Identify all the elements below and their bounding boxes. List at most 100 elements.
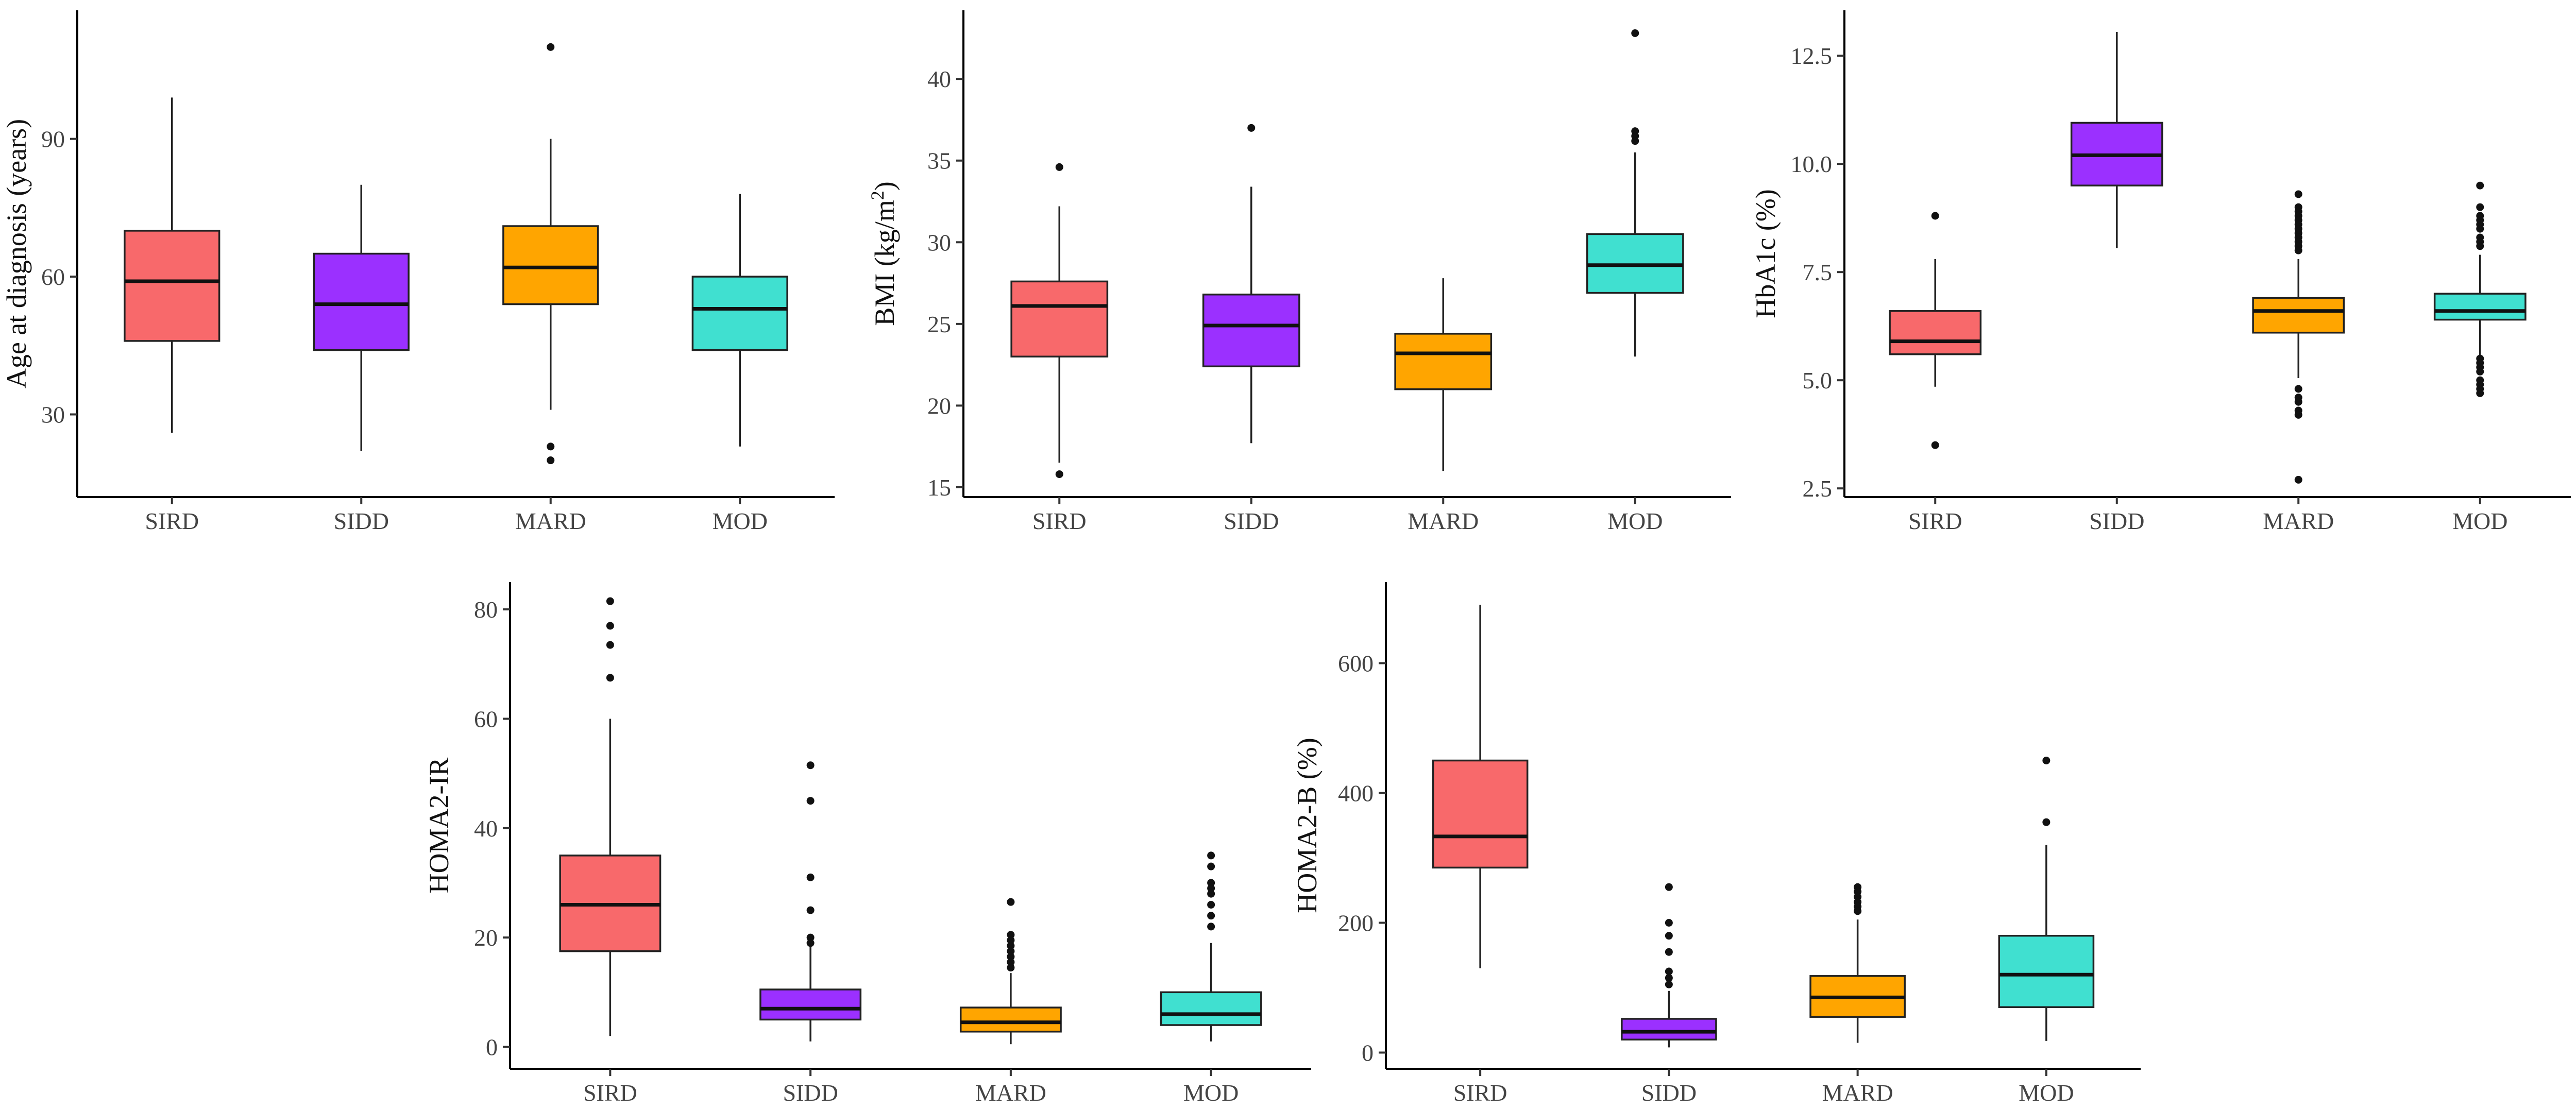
x-tick-label: SIDD: [783, 1080, 838, 1106]
x-tick-label: SIDD: [1641, 1080, 1697, 1106]
box-iqr: [1998, 934, 2095, 1009]
box-mard: [1394, 278, 1493, 471]
box-mod: [1586, 29, 1684, 357]
outlier-point: [2476, 389, 2484, 397]
y-tick-label: 90: [41, 126, 65, 152]
outlier-point: [547, 442, 555, 451]
outlier-point: [1665, 883, 1673, 891]
box-sird: [1432, 605, 1529, 968]
y-tick-label: 400: [1338, 780, 1374, 807]
y-tick-label: 25: [927, 311, 951, 337]
box-mod: [1160, 851, 1262, 1041]
box-iqr: [959, 1006, 1062, 1033]
y-tick-label: 60: [41, 264, 65, 290]
y-tick-label: 40: [474, 815, 498, 842]
outlier-point: [2476, 367, 2484, 375]
outlier-point: [2476, 242, 2484, 250]
outlier-point: [1207, 879, 1215, 887]
box-iqr: [1621, 1018, 1717, 1041]
outlier-point: [806, 906, 815, 914]
outlier-point: [547, 43, 555, 51]
outlier-point: [1665, 980, 1673, 988]
y-axis-title-text: BMI (kg/m: [869, 200, 900, 326]
outlier-point: [1207, 890, 1215, 898]
y-axis-title-text: HOMA2-B (%): [1292, 738, 1323, 913]
panel-hba1c: 2.5 5.0 7.5 10.0 12.5 HbA1c (%) SIRD SIDD MARD MO…: [1750, 10, 2571, 534]
y-axis-title: HOMA2-B (%): [1292, 738, 1323, 913]
outlier-point: [1055, 163, 1063, 171]
box-sird: [1010, 163, 1109, 479]
outlier-point: [2294, 411, 2302, 419]
box-sird: [1889, 212, 1982, 449]
outlier-point: [1207, 851, 1215, 860]
outlier-point: [2476, 225, 2484, 233]
y-tick-label: 10.0: [1791, 151, 1833, 177]
y-tick-label: 30: [41, 402, 65, 428]
box-sidd: [1202, 124, 1300, 443]
box-sird: [124, 97, 221, 433]
outlier-point: [806, 797, 815, 805]
y-axis-title: HOMA2-IR: [423, 758, 454, 894]
x-tick-label: MARD: [515, 508, 586, 534]
outlier-point: [2042, 818, 2050, 826]
x-tick-label: SIRD: [1453, 1080, 1507, 1106]
box-iqr: [313, 252, 410, 351]
y-tick-label: 7.5: [1803, 259, 1833, 285]
y-axis-title-text: HOMA2-IR: [423, 758, 454, 894]
outlier-point: [2294, 385, 2302, 393]
box-iqr: [759, 988, 862, 1021]
box-mod: [1998, 757, 2095, 1041]
outlier-point: [1665, 919, 1673, 927]
outlier-point: [1207, 912, 1215, 920]
panel-homa2-ir: 0 20 40 60 80 HOMA2-IR SIRD SIDD MARD MOD: [423, 582, 1311, 1106]
y-axis-title-end: ): [869, 181, 900, 191]
outlier-point: [1665, 967, 1673, 976]
x-tick-label: SIRD: [1908, 508, 1962, 534]
box-sidd: [313, 184, 410, 451]
outlier-point: [1247, 124, 1256, 132]
outlier-point: [1631, 29, 1639, 37]
outlier-point: [1007, 936, 1015, 944]
box-mard: [1809, 883, 1906, 1043]
x-tick-label: MOD: [1183, 1080, 1239, 1106]
outlier-point: [1207, 862, 1215, 870]
x-tick-label: MOD: [2452, 508, 2507, 534]
x-tick-label: MOD: [713, 508, 768, 534]
panel-homa2-b: 0 200 400 600 HOMA2-B (%) SIRD SIDD MARD MOD: [1292, 582, 2141, 1106]
box-mod: [691, 194, 788, 447]
x-tick-label: MARD: [1408, 508, 1479, 534]
box-iqr: [502, 225, 599, 305]
box-iqr: [2252, 297, 2345, 334]
box-iqr: [124, 230, 221, 342]
outlier-point: [606, 674, 614, 682]
box-iqr: [1202, 294, 1300, 368]
box-sidd: [2070, 32, 2163, 248]
panel-bmi: 15 20 25 30 35 40 BMI (kg/m2) SIRD SIDD MARD MOD: [867, 10, 1731, 534]
outlier-point: [1665, 932, 1673, 940]
outlier-point: [547, 456, 555, 465]
y-axis-title: HbA1c (%): [1750, 189, 1781, 318]
outlier-point: [1931, 212, 1939, 220]
x-tick-label: MOD: [2019, 1080, 2074, 1106]
box-iqr: [1160, 991, 1262, 1026]
outlier-point: [1007, 958, 1015, 966]
y-tick-label: 15: [927, 474, 951, 501]
y-tick-label: 35: [927, 148, 951, 174]
y-tick-label: 0: [486, 1034, 498, 1061]
outlier-point: [2294, 246, 2302, 254]
box-iqr: [691, 276, 788, 351]
outlier-point: [1007, 898, 1015, 906]
outlier-point: [1207, 923, 1215, 931]
y-tick-label: 30: [927, 229, 951, 255]
y-tick-label: 20: [474, 925, 498, 951]
outlier-point: [2476, 203, 2484, 211]
outlier-point: [1207, 900, 1215, 909]
outlier-point: [806, 761, 815, 770]
outlier-point: [806, 933, 815, 942]
box-iqr: [1394, 333, 1493, 390]
box-mod: [2433, 181, 2527, 397]
box-iqr: [2433, 293, 2527, 321]
y-tick-label: 40: [927, 66, 951, 92]
box-sird: [559, 597, 662, 1036]
